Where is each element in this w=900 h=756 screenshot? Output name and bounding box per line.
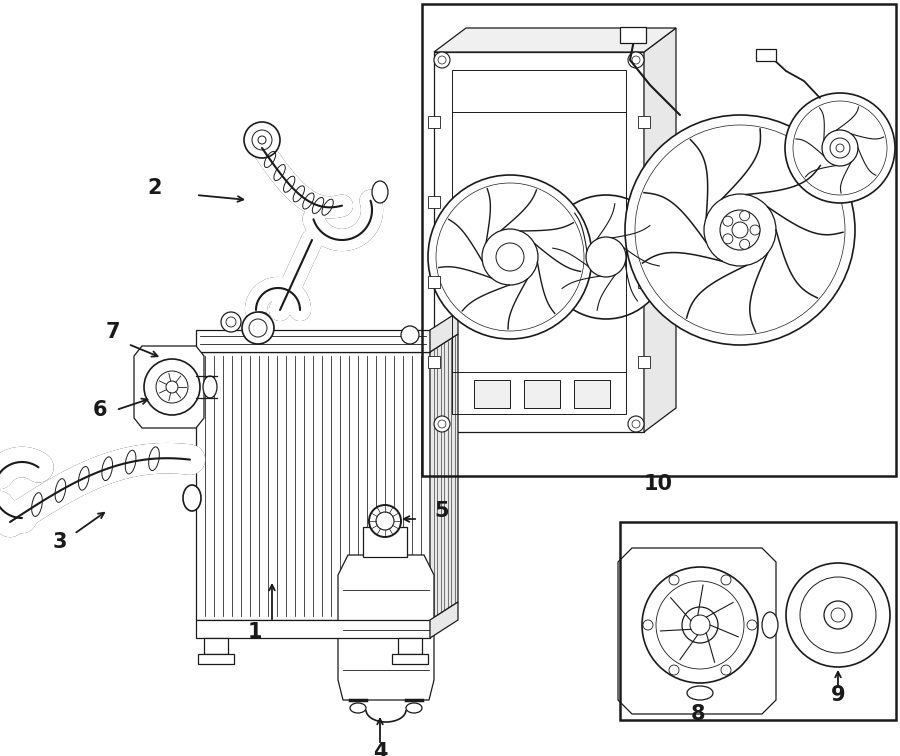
Circle shape xyxy=(682,607,718,643)
Polygon shape xyxy=(196,334,458,352)
Circle shape xyxy=(401,326,419,344)
Polygon shape xyxy=(430,312,458,352)
Circle shape xyxy=(747,620,757,630)
Ellipse shape xyxy=(406,703,422,713)
Circle shape xyxy=(428,175,592,339)
Circle shape xyxy=(586,237,626,277)
Bar xyxy=(392,654,428,664)
Text: 6: 6 xyxy=(93,400,107,420)
Circle shape xyxy=(723,234,733,244)
Text: 7: 7 xyxy=(106,322,121,342)
Text: 2: 2 xyxy=(148,178,162,198)
Ellipse shape xyxy=(762,612,778,638)
Bar xyxy=(620,522,896,720)
Circle shape xyxy=(669,665,679,675)
Circle shape xyxy=(785,93,895,203)
Polygon shape xyxy=(430,602,458,638)
Bar xyxy=(474,380,510,408)
Bar xyxy=(428,116,440,128)
Circle shape xyxy=(786,563,890,667)
Text: 10: 10 xyxy=(644,474,672,494)
Circle shape xyxy=(242,312,274,344)
Bar xyxy=(428,356,440,368)
Polygon shape xyxy=(134,346,204,428)
Ellipse shape xyxy=(203,376,217,398)
Bar xyxy=(452,70,626,414)
Ellipse shape xyxy=(372,181,388,203)
Bar xyxy=(428,276,440,288)
Circle shape xyxy=(740,239,750,249)
Text: 9: 9 xyxy=(831,685,845,705)
Circle shape xyxy=(434,416,450,432)
Text: 1: 1 xyxy=(248,622,262,642)
Bar xyxy=(428,196,440,208)
Polygon shape xyxy=(196,352,430,620)
Circle shape xyxy=(750,225,760,235)
Bar xyxy=(638,356,650,368)
Ellipse shape xyxy=(687,686,713,700)
Ellipse shape xyxy=(183,485,201,511)
Bar xyxy=(422,4,896,476)
Text: 5: 5 xyxy=(434,501,448,521)
Circle shape xyxy=(669,575,679,585)
Polygon shape xyxy=(430,334,458,620)
Circle shape xyxy=(251,312,271,332)
Circle shape xyxy=(625,115,855,345)
Circle shape xyxy=(482,229,538,285)
Circle shape xyxy=(642,567,758,683)
Bar xyxy=(620,27,646,43)
Text: 8: 8 xyxy=(691,704,706,724)
Circle shape xyxy=(643,620,653,630)
Circle shape xyxy=(723,216,733,226)
Bar xyxy=(524,380,560,408)
Circle shape xyxy=(628,416,644,432)
Circle shape xyxy=(721,575,731,585)
Text: 3: 3 xyxy=(53,532,68,552)
Bar xyxy=(756,49,776,61)
Polygon shape xyxy=(644,28,676,432)
Circle shape xyxy=(628,52,644,68)
Circle shape xyxy=(544,195,668,319)
Circle shape xyxy=(740,211,750,221)
Circle shape xyxy=(704,194,776,266)
Bar xyxy=(196,330,430,352)
Bar xyxy=(196,620,430,638)
Polygon shape xyxy=(618,548,776,714)
Circle shape xyxy=(434,52,450,68)
Polygon shape xyxy=(434,28,676,52)
Ellipse shape xyxy=(350,703,366,713)
Circle shape xyxy=(822,130,858,166)
Circle shape xyxy=(369,505,401,537)
Bar xyxy=(204,638,228,654)
Circle shape xyxy=(144,359,200,415)
Polygon shape xyxy=(434,52,644,432)
Bar xyxy=(398,638,422,654)
Circle shape xyxy=(221,312,241,332)
Circle shape xyxy=(824,601,852,629)
Bar xyxy=(638,276,650,288)
Bar xyxy=(638,116,650,128)
Bar xyxy=(638,196,650,208)
Bar xyxy=(198,654,234,664)
Circle shape xyxy=(244,122,280,158)
Bar xyxy=(574,380,610,408)
Circle shape xyxy=(721,665,731,675)
Text: 4: 4 xyxy=(373,742,387,756)
Polygon shape xyxy=(338,555,434,700)
Bar xyxy=(363,527,407,557)
